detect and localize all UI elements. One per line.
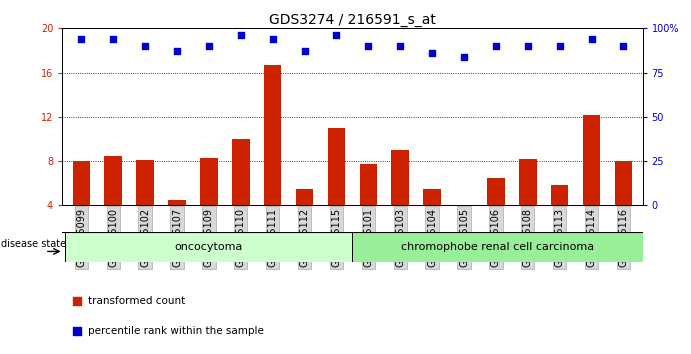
- Bar: [168, 200, 186, 205]
- Point: [426, 50, 437, 56]
- Point: [76, 36, 87, 42]
- Point: [522, 43, 533, 49]
- Bar: [200, 158, 218, 205]
- Bar: [583, 115, 600, 205]
- Title: GDS3274 / 216591_s_at: GDS3274 / 216591_s_at: [269, 13, 436, 27]
- Bar: [352, 232, 643, 262]
- Bar: [136, 160, 154, 205]
- Bar: [296, 189, 313, 205]
- Bar: [519, 159, 537, 205]
- Point: [395, 43, 406, 49]
- Point: [299, 48, 310, 54]
- Point: [71, 298, 82, 304]
- Text: percentile rank within the sample: percentile rank within the sample: [88, 326, 264, 336]
- Point: [71, 328, 82, 334]
- Point: [267, 36, 278, 42]
- Bar: [232, 139, 249, 205]
- Point: [108, 36, 119, 42]
- Point: [491, 43, 502, 49]
- Bar: [424, 189, 441, 205]
- Bar: [551, 185, 569, 205]
- Text: disease state: disease state: [1, 239, 66, 249]
- Bar: [264, 65, 281, 205]
- Bar: [328, 128, 346, 205]
- Bar: [66, 232, 352, 262]
- Bar: [73, 161, 90, 205]
- Point: [203, 43, 214, 49]
- Point: [235, 33, 246, 38]
- Bar: [615, 161, 632, 205]
- Bar: [487, 178, 504, 205]
- Point: [363, 43, 374, 49]
- Point: [586, 36, 597, 42]
- Point: [618, 43, 629, 49]
- Point: [140, 43, 151, 49]
- Text: transformed count: transformed count: [88, 296, 186, 306]
- Point: [554, 43, 565, 49]
- Bar: [392, 150, 409, 205]
- Point: [171, 48, 182, 54]
- Point: [331, 33, 342, 38]
- Text: oncocytoma: oncocytoma: [175, 242, 243, 252]
- Text: chromophobe renal cell carcinoma: chromophobe renal cell carcinoma: [401, 242, 594, 252]
- Bar: [359, 164, 377, 205]
- Bar: [104, 155, 122, 205]
- Point: [459, 54, 470, 59]
